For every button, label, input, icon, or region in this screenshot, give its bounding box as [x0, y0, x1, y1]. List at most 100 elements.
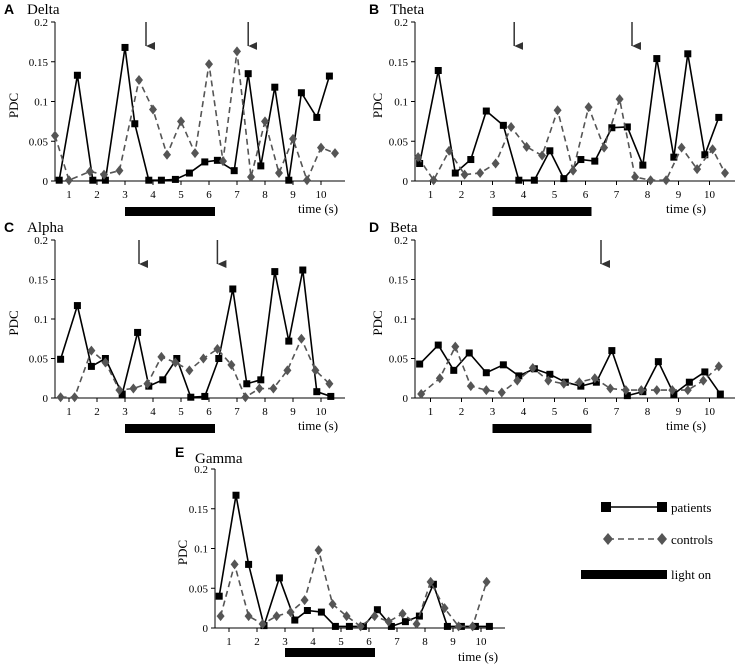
controls-point [575, 377, 584, 388]
patients-point [215, 355, 223, 362]
legend-patients-label: patients [671, 500, 711, 515]
patients-point [482, 369, 490, 377]
patients-point [482, 107, 490, 115]
patients-point [639, 161, 647, 169]
controls-point [331, 148, 339, 159]
patients-point [623, 123, 631, 131]
patients-point [187, 393, 195, 401]
patients-point [345, 622, 353, 630]
controls-point [286, 607, 295, 618]
controls-point [205, 59, 213, 70]
panel-title-theta: Theta [390, 2, 424, 18]
x-tick-label: 2 [94, 406, 100, 418]
patients-point [118, 390, 126, 398]
patients-point [285, 176, 293, 184]
controls-point [384, 616, 393, 627]
legend-light-on-label: light on [671, 567, 712, 582]
y-tick-label: 0 [203, 623, 209, 635]
x-tick-label: 3 [122, 189, 128, 201]
controls-point [87, 345, 96, 356]
patients-point [515, 176, 523, 184]
x-tick-label: 8 [645, 406, 651, 418]
patients-point [55, 176, 63, 184]
patients-point [230, 167, 238, 175]
controls-point [417, 389, 426, 400]
controls-point [56, 392, 65, 403]
panel-title-beta: Beta [390, 220, 418, 236]
y-tick-label: 0.05 [389, 354, 409, 366]
x-tick-label: 5 [178, 189, 184, 201]
patients-point [467, 156, 475, 164]
controls-point [370, 611, 379, 622]
controls-point [283, 365, 292, 376]
y-tick-label: 0.2 [194, 464, 208, 476]
patients-point [577, 156, 585, 164]
light-on-bar [125, 207, 215, 216]
controls-point [233, 46, 241, 57]
controls-point [297, 333, 306, 344]
patients-point [331, 622, 339, 630]
controls-point [51, 130, 59, 141]
x-tick-label: 4 [150, 406, 156, 418]
patients-point [121, 43, 129, 51]
patients-point [89, 176, 97, 184]
controls-point [177, 116, 185, 127]
light-on-bar [125, 424, 215, 433]
y-tick-label: 0.05 [389, 136, 409, 148]
patients-point [245, 560, 253, 568]
x-tick-label: 4 [521, 189, 527, 201]
controls-point [247, 172, 255, 183]
controls-line [417, 98, 726, 182]
x-tick-label: 4 [310, 636, 316, 648]
x-tick-label: 10 [316, 189, 328, 201]
x-tick-label: 6 [206, 406, 212, 418]
controls-point [454, 621, 463, 632]
patients-point [515, 372, 523, 380]
patients-point [173, 355, 181, 362]
controls-point [621, 385, 630, 396]
controls-point [538, 150, 547, 161]
patients-point [145, 176, 153, 184]
patients-point [317, 608, 325, 616]
controls-point [289, 133, 297, 144]
x-tick-label: 4 [521, 406, 527, 418]
patients-point [499, 361, 507, 369]
controls-point [317, 142, 325, 153]
x-axis-label: time (s) [666, 201, 706, 216]
x-tick-label: 5 [552, 189, 558, 201]
light-on-bar [285, 648, 375, 657]
patients-point [101, 176, 109, 184]
patients-point [592, 378, 600, 386]
patients-point [215, 592, 223, 600]
controls-point [157, 351, 166, 362]
patients-point [685, 378, 693, 386]
controls-point [412, 619, 421, 630]
patients-point [243, 380, 251, 388]
controls-point [325, 378, 334, 389]
patients-point [701, 368, 709, 376]
patients-point [416, 360, 424, 368]
legend-light-on-bar [581, 570, 667, 579]
patients-point [416, 160, 424, 168]
light-on-bar [492, 207, 592, 216]
light-on-bar [492, 424, 592, 433]
x-tick-label: 3 [282, 636, 288, 648]
patients-point [325, 72, 333, 80]
panel-title-gamma: Gamma [195, 451, 243, 467]
controls-point [482, 576, 491, 587]
x-tick-label: 10 [704, 406, 716, 418]
y-tick-label: 0.2 [34, 235, 48, 247]
controls-point [163, 149, 171, 160]
controls-point [300, 595, 309, 606]
patients-point [87, 362, 95, 370]
patients-point [387, 622, 395, 630]
patients-point [499, 121, 507, 129]
legend-controls-marker [603, 533, 613, 545]
controls-point [482, 385, 491, 396]
x-tick-label: 8 [645, 189, 651, 201]
y-tick-label: 0 [403, 176, 409, 188]
x-tick-label: 2 [459, 406, 465, 418]
y-tick-label: 0.1 [34, 314, 48, 326]
controls-point [445, 145, 454, 156]
